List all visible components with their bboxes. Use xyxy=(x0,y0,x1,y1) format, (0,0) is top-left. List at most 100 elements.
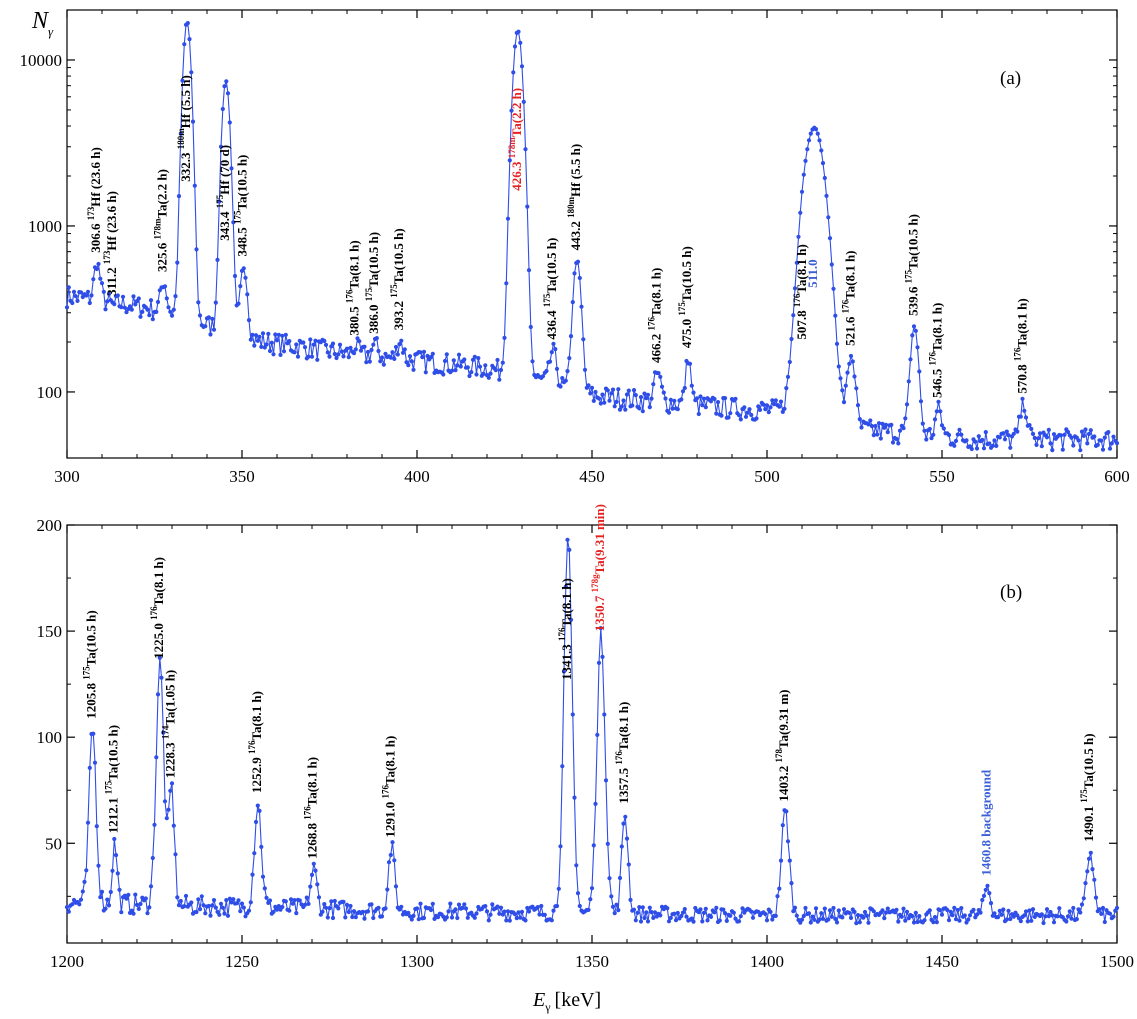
data-point xyxy=(392,356,397,361)
data-point xyxy=(850,359,855,364)
data-point xyxy=(1008,445,1013,450)
data-point xyxy=(675,407,680,412)
data-point xyxy=(866,422,871,427)
x-tick-label: 400 xyxy=(404,467,430,486)
peak-mass-number: 176 xyxy=(614,751,624,765)
data-point xyxy=(507,918,512,923)
data-point xyxy=(801,172,806,177)
peak-mass-number: 180m xyxy=(176,128,186,150)
peak-energy: 1403.2 xyxy=(776,762,791,801)
peak-nuclide: Ta(10.5 h) xyxy=(366,232,381,288)
data-point xyxy=(448,901,453,906)
data-point xyxy=(357,339,362,344)
data-point xyxy=(523,918,528,923)
data-point xyxy=(1032,435,1037,441)
data-point xyxy=(252,851,257,856)
data-point xyxy=(96,261,101,267)
data-point xyxy=(196,897,201,902)
data-point xyxy=(1044,435,1050,440)
data-point xyxy=(845,370,850,375)
data-point xyxy=(399,904,404,909)
data-point xyxy=(854,386,859,391)
data-point xyxy=(215,257,220,262)
data-point xyxy=(138,901,143,907)
data-point xyxy=(203,911,208,916)
data-point xyxy=(761,402,766,407)
data-point xyxy=(1090,867,1095,872)
data-point xyxy=(308,337,313,342)
data-point xyxy=(610,904,616,909)
data-point xyxy=(1037,431,1043,436)
data-point xyxy=(957,427,962,432)
data-point xyxy=(798,210,803,215)
data-point xyxy=(374,336,379,341)
x-tick-label: 1400 xyxy=(750,952,784,971)
y-axis-label-a: Nγ xyxy=(31,8,54,39)
data-point xyxy=(253,333,259,338)
data-point xyxy=(946,918,952,923)
data-point xyxy=(829,914,834,919)
data-point xyxy=(1030,431,1036,436)
data-point xyxy=(637,905,642,910)
data-point xyxy=(1097,907,1102,912)
data-point xyxy=(694,396,700,401)
peak-label: 1268.8 176Ta(8.1 h) xyxy=(303,757,320,859)
data-point xyxy=(409,359,414,364)
data-point xyxy=(680,910,686,915)
data-point xyxy=(577,275,582,281)
data-point xyxy=(250,332,255,337)
peak-energy: 332.3 xyxy=(178,149,193,182)
data-point xyxy=(243,914,248,919)
data-point xyxy=(771,402,777,407)
data-point xyxy=(241,905,246,910)
data-point xyxy=(411,913,416,919)
data-point xyxy=(161,730,166,735)
data-point xyxy=(490,902,495,907)
data-point xyxy=(875,432,880,437)
data-point xyxy=(526,268,532,273)
data-point xyxy=(98,895,103,900)
peak-label: 1357.5 176Ta(8.1 h) xyxy=(614,702,631,804)
data-point xyxy=(614,399,619,404)
peak-label: 426.3 178mTa(2.2 h) xyxy=(507,88,524,191)
data-point xyxy=(896,441,901,446)
data-point xyxy=(883,910,889,915)
data-point xyxy=(385,887,390,892)
data-point xyxy=(467,373,472,379)
data-point xyxy=(519,64,525,69)
data-point xyxy=(348,903,353,909)
data-point xyxy=(1025,919,1030,924)
data-point xyxy=(304,895,309,900)
data-point xyxy=(868,418,873,423)
data-point xyxy=(638,395,644,400)
data-point xyxy=(728,411,733,416)
data-point xyxy=(378,359,383,364)
peak-energy: 1291.0 xyxy=(383,799,398,838)
peak-label: 1490.1 175Ta(10.5 h) xyxy=(1079,733,1096,841)
data-point xyxy=(834,920,840,925)
data-point xyxy=(614,902,619,907)
data-point xyxy=(164,296,169,301)
data-point xyxy=(346,355,351,360)
data-point xyxy=(430,901,435,906)
data-point xyxy=(246,318,252,323)
data-point xyxy=(322,338,327,343)
data-point xyxy=(861,915,866,920)
data-point xyxy=(260,874,266,879)
data-point xyxy=(294,342,299,347)
data-point xyxy=(826,917,831,922)
data-point xyxy=(589,886,595,891)
data-point xyxy=(864,913,869,918)
data-point xyxy=(208,913,213,918)
data-point xyxy=(481,371,486,376)
data-point xyxy=(301,340,306,345)
x-axis-label: Eγ [keV] xyxy=(532,989,601,1014)
peak-mass-number: 176 xyxy=(646,317,656,331)
data-point xyxy=(369,347,374,353)
panel-a: 300 350 400 450 500 550 600 100 1000 10000 306.6 … xyxy=(20,8,1130,486)
data-point xyxy=(1022,913,1027,918)
data-point xyxy=(376,905,381,911)
data-point xyxy=(927,426,932,432)
data-point xyxy=(602,712,607,717)
data-point xyxy=(852,909,857,915)
